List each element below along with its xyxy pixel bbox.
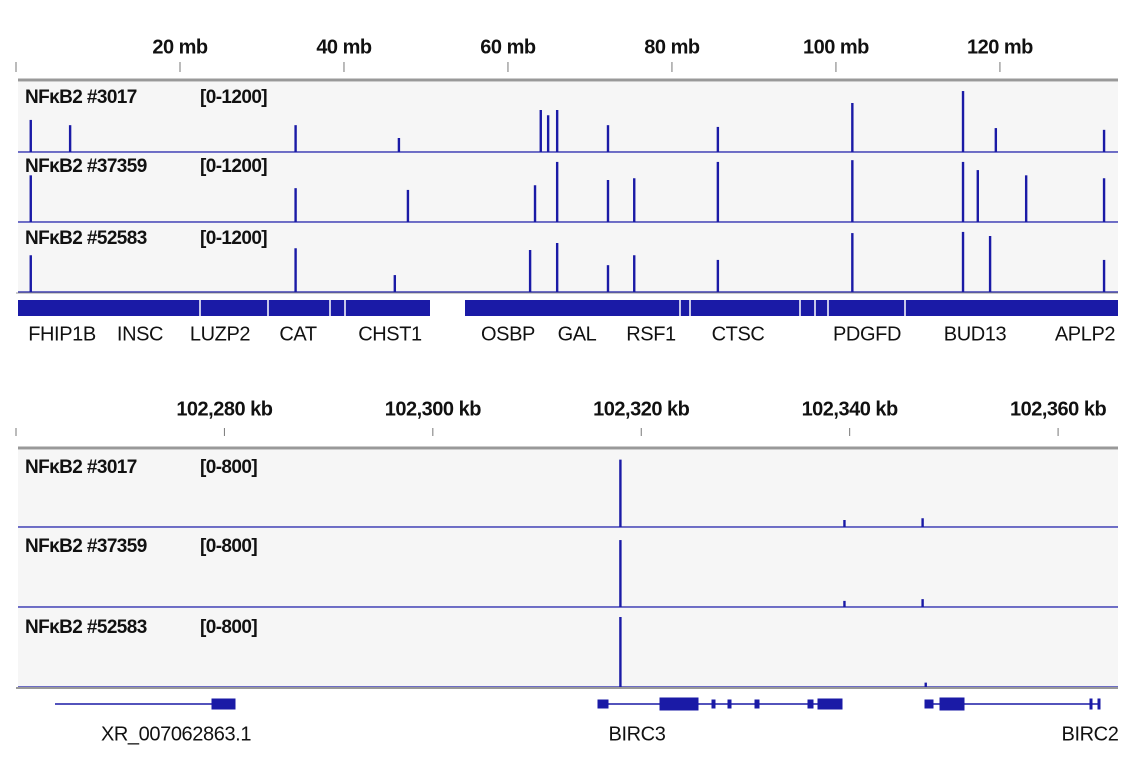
signal-peak [528, 250, 532, 292]
signal-peak [555, 110, 559, 152]
signal-peak [606, 180, 610, 222]
signal-peak [988, 236, 992, 292]
signal-peak [1024, 175, 1028, 222]
signal-peak [843, 520, 846, 527]
gene-label: XR_007062863.1 [101, 723, 251, 745]
signal-peak [924, 682, 927, 687]
x-tick-label: 40 mb [316, 36, 372, 58]
x-tick-label: 102,280 kb [176, 398, 272, 420]
signal-peak [294, 248, 297, 292]
layout [18, 300, 1118, 711]
gene-density-gaps [199, 300, 906, 316]
gene-label: APLP2 [1055, 323, 1116, 345]
x-tick-label: 60 mb [480, 36, 536, 58]
signal-peak [619, 459, 622, 527]
track-background [18, 153, 1118, 222]
signal-peak [716, 161, 720, 222]
signal-peak [843, 600, 846, 607]
x-tick-label: 120 mb [967, 36, 1033, 58]
gene-label: RSF1 [626, 323, 676, 345]
signal-peak [633, 178, 636, 222]
signal-peak [539, 110, 542, 152]
signal-peak [555, 243, 559, 292]
gene-density [465, 300, 1118, 316]
track-name: NFκB2 #52583 [25, 617, 147, 638]
signal-peak [716, 259, 720, 292]
x-tick-label: 20 mb [152, 36, 208, 58]
signal-peak [961, 91, 965, 152]
track-background [18, 223, 1118, 292]
track-background [18, 450, 1118, 527]
track-name: NFκB2 #37359 [25, 536, 147, 557]
signal-peak [546, 115, 550, 152]
signal-peak [961, 231, 965, 292]
track-background [18, 82, 1118, 152]
signal-peak [994, 128, 998, 152]
signal-peak [851, 160, 854, 222]
signal-peak [68, 125, 72, 152]
signal-peak [406, 189, 410, 222]
gene-label: BIRC2 [1062, 723, 1119, 745]
track-range: [0-1200] [200, 228, 267, 249]
track-name: NFκB2 #37359 [25, 156, 147, 177]
gene-label: CAT [279, 323, 316, 345]
signal-peak [29, 175, 32, 222]
track-range: [0-1200] [200, 156, 267, 177]
track-name: NFκB2 #3017 [25, 87, 137, 108]
x-tick-label: 100 mb [803, 36, 869, 58]
signal-peak [1102, 129, 1106, 152]
track-background [18, 528, 1118, 607]
signal-peak [294, 125, 297, 152]
gene-label: PDGFD [833, 323, 901, 345]
track-range: [0-1200] [200, 87, 267, 108]
signal-peak [619, 540, 622, 607]
signal-peak [851, 233, 854, 292]
signal-peak [716, 126, 720, 152]
gene-label: LUZP2 [190, 323, 251, 345]
signal-peak [533, 185, 537, 222]
x-tick-label: 102,300 kb [385, 398, 481, 420]
gene-label: BUD13 [944, 323, 1007, 345]
signal-peak [976, 170, 979, 222]
signal-peak [851, 103, 854, 152]
gene-label: BIRC3 [609, 723, 666, 745]
gene-label: FHIP1B [28, 323, 96, 345]
x-tick-label: 80 mb [644, 36, 700, 58]
signal-peak [619, 617, 622, 687]
gene-label: CTSC [712, 323, 765, 345]
track-name: NFκB2 #52583 [25, 228, 147, 249]
signal-peak [397, 138, 401, 152]
signal-peak [921, 599, 924, 607]
track-background [18, 608, 1118, 687]
signal-peak [1102, 259, 1106, 292]
signal-peak [294, 188, 297, 222]
signal-peak [29, 255, 32, 292]
signal-peak [29, 119, 32, 152]
track-range: [0-800] [200, 536, 257, 557]
track-name: NFκB2 #3017 [25, 457, 137, 478]
track-range: [0-800] [200, 457, 257, 478]
gene-label: CHST1 [358, 323, 422, 345]
signal-peak [961, 161, 965, 222]
signal-peak [633, 255, 636, 292]
x-tick-label: 102,360 kb [1010, 398, 1106, 420]
signal-peak [1102, 178, 1106, 222]
gene-models [55, 697, 1101, 711]
gene-label: GAL [558, 323, 597, 345]
gene-density [18, 300, 430, 316]
signal-peak [606, 265, 610, 292]
gene-label: INSC [117, 323, 163, 345]
signal-peak [921, 518, 924, 527]
gene-label: OSBP [481, 323, 535, 345]
track-range: [0-800] [200, 617, 257, 638]
x-tick-label: 102,340 kb [802, 398, 898, 420]
signal-peak [393, 275, 397, 292]
x-tick-label: 102,320 kb [593, 398, 689, 420]
signal-peak [606, 125, 610, 152]
signal-peak [555, 161, 559, 222]
